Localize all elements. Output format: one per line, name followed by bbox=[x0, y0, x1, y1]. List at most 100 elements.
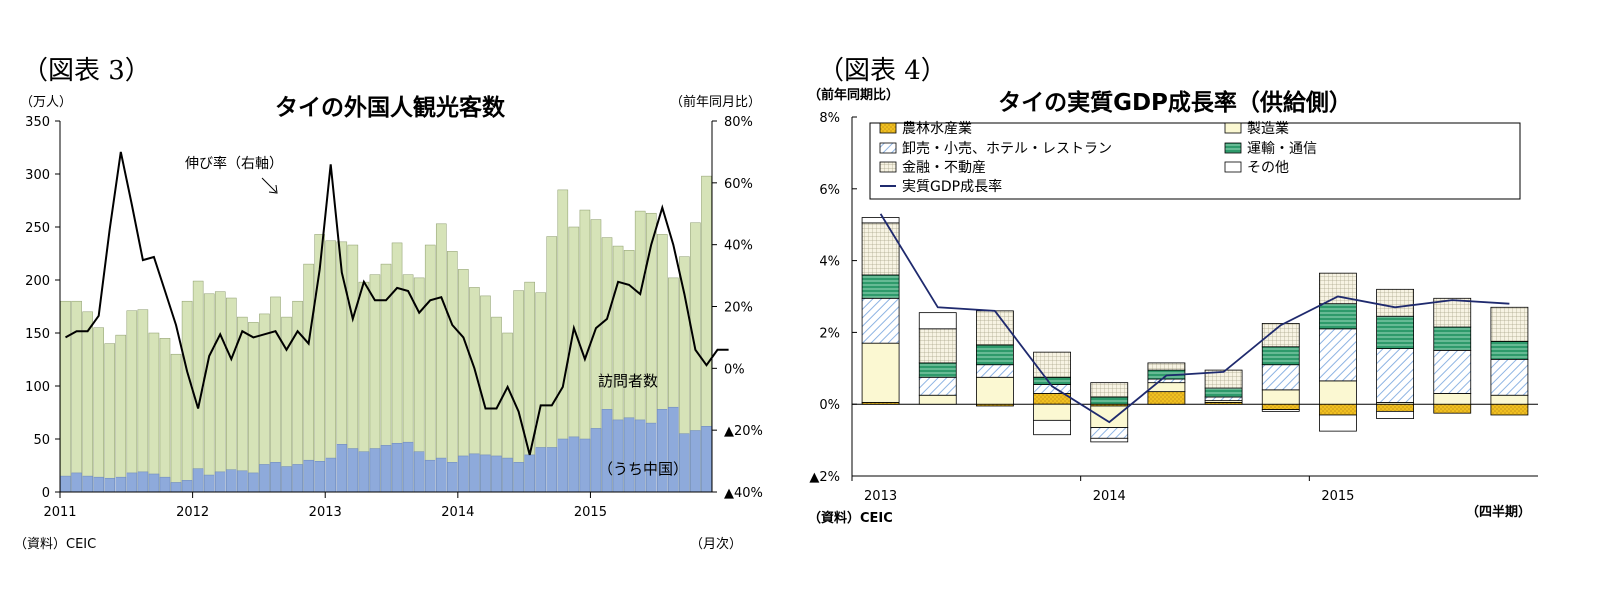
chart1-right-tick-label: 60% bbox=[724, 177, 753, 192]
chart1-left-tick-label: 0 bbox=[42, 486, 50, 501]
growth-rate-line bbox=[65, 151, 729, 456]
legend-swatch bbox=[879, 161, 897, 173]
chart1-year-label: 2013 bbox=[309, 505, 342, 520]
annotation-visitors: 訪問者数 bbox=[598, 372, 658, 390]
agriculture-seg bbox=[1319, 403, 1357, 416]
chart1-left-tick-label: 100 bbox=[25, 380, 50, 395]
trade-hotel-seg bbox=[1319, 328, 1357, 382]
legend-label: 農林水産業 bbox=[902, 121, 972, 137]
finance-seg bbox=[1147, 362, 1186, 371]
finance-seg bbox=[1033, 351, 1071, 378]
chart1-right-tick-label: 80% bbox=[724, 115, 753, 130]
finance-seg bbox=[1204, 369, 1243, 389]
finance-seg bbox=[1261, 323, 1300, 348]
real-gdp-line bbox=[879, 213, 1510, 424]
legend-swatch bbox=[879, 122, 897, 134]
chart1-year-label: 2015 bbox=[574, 505, 607, 520]
manufacturing-seg bbox=[1090, 405, 1129, 428]
chart2-year-label: 2013 bbox=[864, 489, 897, 504]
transport-seg bbox=[1490, 340, 1529, 360]
trade-hotel-seg bbox=[1261, 364, 1300, 391]
chart1-left-tick-label: 300 bbox=[25, 168, 50, 183]
chart2-y-tick-label: 4% bbox=[819, 255, 840, 270]
other-seg bbox=[1319, 414, 1357, 432]
transport-seg bbox=[1204, 387, 1243, 398]
chart2-legend-box bbox=[869, 122, 1521, 200]
transport-seg bbox=[1090, 396, 1129, 405]
other-seg bbox=[1090, 437, 1129, 443]
chart1-right-tick-label: 40% bbox=[724, 239, 753, 254]
legend-label: その他 bbox=[1247, 160, 1289, 176]
transport-seg bbox=[861, 274, 900, 299]
manufacturing-seg bbox=[918, 394, 957, 405]
chart1-right-tick-label: 0% bbox=[724, 362, 745, 377]
chart1-year-label: 2012 bbox=[176, 505, 209, 520]
legend-swatch bbox=[879, 142, 897, 154]
chart2-y-tick-label: 2% bbox=[819, 326, 840, 341]
chart1-title: タイの外国人観光客数 bbox=[275, 94, 506, 121]
annotation-arrow bbox=[261, 177, 277, 193]
manufacturing-seg bbox=[1490, 394, 1529, 405]
agriculture-seg bbox=[1147, 391, 1186, 405]
chart1-right-tick-label: 20% bbox=[724, 301, 753, 316]
transport-seg bbox=[1433, 326, 1472, 351]
chart2-year-label: 2014 bbox=[1093, 489, 1126, 504]
chart2-year-label: 2015 bbox=[1321, 489, 1354, 504]
chart2-y-tick-label: 0% bbox=[819, 398, 840, 413]
finance-seg bbox=[1490, 306, 1529, 342]
chart1-left-tick-label: 250 bbox=[25, 221, 50, 236]
legend-swatch bbox=[1224, 142, 1242, 154]
trade-hotel-seg bbox=[1433, 349, 1472, 394]
chart1-source: （資料）CEIC bbox=[14, 537, 96, 552]
figure-label-3: （図表 3） bbox=[22, 56, 151, 86]
chart2-y-tick-label: ▲2% bbox=[809, 470, 840, 485]
finance-seg bbox=[918, 328, 957, 364]
manufacturing-seg bbox=[1433, 393, 1472, 405]
finance-seg bbox=[861, 222, 900, 276]
transport-seg bbox=[918, 362, 957, 378]
annotation-arrow-head bbox=[268, 184, 278, 194]
annotation-china: （うち中国） bbox=[598, 460, 688, 478]
trade-hotel-seg bbox=[918, 376, 957, 396]
trade-hotel-seg bbox=[861, 297, 900, 344]
manufacturing-seg bbox=[861, 342, 900, 403]
legend-swatch bbox=[1224, 122, 1242, 134]
agriculture-seg bbox=[1433, 403, 1472, 414]
chart1-right-tick-label: ▲20% bbox=[724, 424, 763, 439]
chart2-title: タイの実質GDP成長率（供給側） bbox=[998, 89, 1352, 116]
agriculture-seg bbox=[1490, 403, 1529, 416]
chart1-left-tick-label: 50 bbox=[33, 433, 50, 448]
chart2-x-unit: （四半期） bbox=[1466, 504, 1531, 520]
trade-hotel-seg bbox=[976, 364, 1014, 378]
agriculture-seg bbox=[1261, 403, 1300, 410]
trade-hotel-seg bbox=[1090, 427, 1129, 439]
chart2-y-tick-label: 6% bbox=[819, 183, 840, 198]
legend-label: 運輸・通信 bbox=[1247, 141, 1317, 157]
transport-seg bbox=[1319, 303, 1357, 330]
other-seg bbox=[861, 217, 900, 224]
trade-hotel-seg bbox=[1147, 378, 1186, 384]
agriculture-seg bbox=[1376, 403, 1414, 412]
other-seg bbox=[1261, 409, 1300, 412]
trade-hotel-seg bbox=[1204, 396, 1243, 402]
chart1-x-unit: （月次） bbox=[690, 536, 742, 552]
trade-hotel-seg bbox=[1490, 358, 1529, 396]
chart1-left-tick-label: 200 bbox=[25, 274, 50, 289]
legend-swatch bbox=[1224, 161, 1242, 173]
chart2-y-tick-label: 8% bbox=[819, 111, 840, 126]
chart1-right-unit: （前年同月比） bbox=[670, 94, 761, 110]
figure-label-4: （図表 4） bbox=[818, 56, 947, 86]
chart2-source: （資料）CEIC bbox=[808, 510, 893, 526]
manufacturing-seg bbox=[1033, 403, 1071, 421]
finance-seg bbox=[1433, 297, 1472, 328]
chart1-year-label: 2011 bbox=[43, 505, 76, 520]
chart2-y-unit: （前年同期比） bbox=[808, 87, 899, 103]
chart1-left-tick-label: 150 bbox=[25, 327, 50, 342]
manufacturing-seg bbox=[976, 376, 1014, 405]
trade-hotel-seg bbox=[1376, 348, 1414, 403]
chart1-left-unit: （万人） bbox=[20, 95, 72, 110]
transport-seg bbox=[976, 344, 1014, 366]
other-seg bbox=[1033, 419, 1071, 436]
transport-seg bbox=[1033, 376, 1071, 385]
